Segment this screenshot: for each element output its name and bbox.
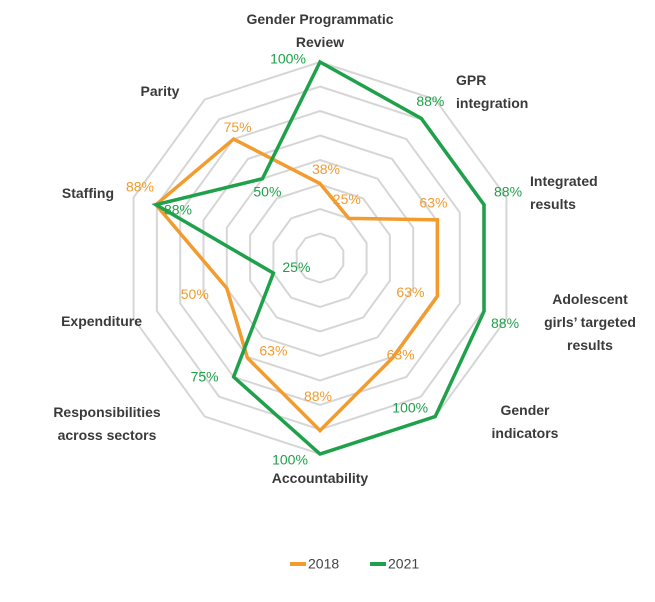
grid-ring xyxy=(202,134,438,382)
category-label: GPR integration xyxy=(456,72,528,111)
category-label: Parity xyxy=(141,83,180,99)
series-line xyxy=(153,136,440,433)
category-label: Accountability xyxy=(272,470,369,486)
legend-swatch xyxy=(370,562,386,566)
value-label: 50% xyxy=(253,183,281,199)
value-label: 88% xyxy=(494,183,522,199)
value-label: 75% xyxy=(224,119,252,135)
value-label: 38% xyxy=(312,161,340,177)
value-label: 100% xyxy=(392,399,428,415)
value-label: 88% xyxy=(164,201,192,217)
legend-swatch xyxy=(290,562,306,566)
grid-ring xyxy=(249,183,391,333)
value-label: 25% xyxy=(282,259,310,275)
value-label: 25% xyxy=(333,191,361,207)
legend-label: 2021 xyxy=(388,556,419,572)
grid-ring xyxy=(272,207,368,309)
value-label: 63% xyxy=(419,195,447,211)
value-label: 88% xyxy=(126,178,154,194)
category-label: Expenditure xyxy=(61,313,142,329)
category-label: Integrated results xyxy=(530,173,598,212)
value-label: 100% xyxy=(272,452,308,468)
value-label: 50% xyxy=(181,286,209,302)
legend-label: 2018 xyxy=(308,556,339,572)
value-label: 100% xyxy=(270,51,306,67)
category-label: Gender indicators xyxy=(492,402,559,441)
value-label: 63% xyxy=(396,284,424,300)
value-label: 63% xyxy=(387,347,415,363)
value-label: 88% xyxy=(304,388,332,404)
grid-ring xyxy=(295,232,345,284)
value-label: 63% xyxy=(259,343,287,359)
series-line xyxy=(151,59,486,456)
value-label: 88% xyxy=(416,93,444,109)
category-label: Adolescent girls’ targeted results xyxy=(544,291,636,353)
grid-ring xyxy=(179,109,461,407)
category-label: Staffing xyxy=(62,185,114,201)
grid-ring xyxy=(225,158,415,358)
value-label: 88% xyxy=(491,315,519,331)
value-label: 75% xyxy=(191,369,219,385)
category-label: Responsibilities across sectors xyxy=(53,404,161,443)
category-label: Gender Programmatic Review xyxy=(246,11,393,50)
